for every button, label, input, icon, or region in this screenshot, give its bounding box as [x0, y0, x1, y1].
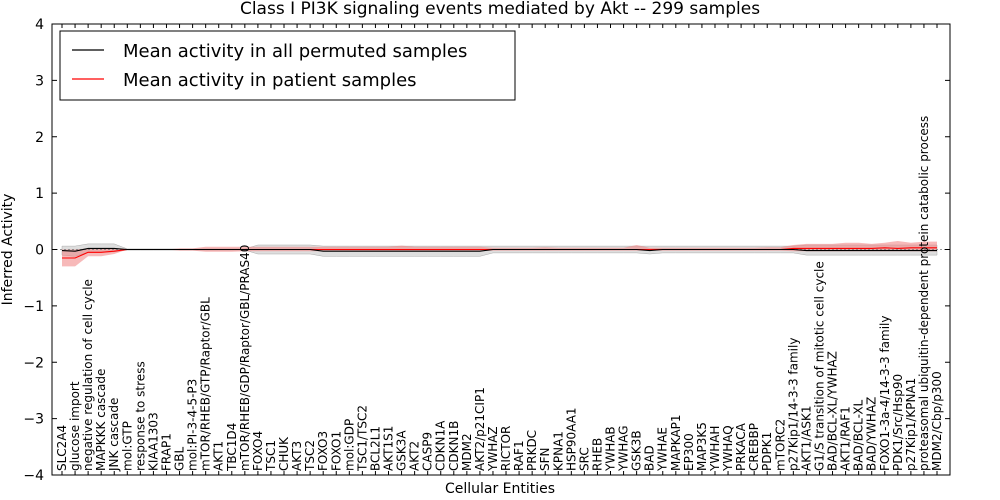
x-axis-label: Cellular Entities: [445, 481, 555, 497]
x-tick-label: RHEB: [590, 438, 604, 471]
x-tick-label: PRKDC: [525, 430, 539, 471]
x-tick-label: CDKN1A: [434, 420, 448, 471]
x-tick-label: FOXO4: [251, 431, 265, 471]
x-tick-label: p27Kip1/KPNA1: [904, 378, 918, 471]
y-tick-label: 3: [35, 73, 44, 89]
x-tick-label: GSK3A: [395, 430, 409, 471]
x-tick-label: YWHAG: [617, 425, 631, 472]
x-tick-label: JNK cascade: [107, 398, 121, 472]
x-tick-label: glucose import: [68, 381, 82, 471]
x-tick-label: AKT2: [408, 441, 422, 471]
patient-samples-band: [62, 241, 937, 267]
y-axis-label: Inferred Activity: [0, 194, 16, 306]
x-tick-label: TSC1/TSC2: [355, 405, 369, 472]
x-tick-label: CHUK: [277, 436, 291, 471]
x-tick-label: GBL: [173, 446, 187, 471]
x-tick-label: CDKN1B: [447, 421, 461, 471]
legend-label-patient: Mean activity in patient samples: [123, 70, 417, 91]
x-tick-label: mol:PI-3-4-5-P3: [186, 379, 200, 471]
x-tick-label: response to stress: [133, 361, 147, 471]
x-tick-label: BAD/BCL-XL/YWHAZ: [826, 351, 840, 471]
x-tick-label: CASP9: [421, 432, 435, 471]
x-tick-label: HSP90AA1: [564, 407, 578, 471]
x-tick-label: AKT1S1: [382, 426, 396, 471]
y-tick-label: −4: [23, 468, 44, 484]
x-tick-label: BCL2L1: [368, 426, 382, 471]
chart-title: Class I PI3K signaling events mediated b…: [240, 0, 760, 19]
x-tick-label: PDK1/Src/Hsp90: [891, 374, 905, 471]
legend-box: [59, 30, 516, 101]
x-tick-label: AKT3: [290, 441, 304, 471]
x-tick-label: mTORC2: [773, 419, 787, 471]
x-tick-label: AKT2/p21CIP1: [473, 387, 487, 471]
x-tick-label: YWHAE: [656, 427, 670, 472]
x-tick-label: MAP3K5: [695, 422, 709, 471]
y-tick-label: 2: [35, 130, 44, 146]
x-tick-label: FRAP1: [160, 433, 174, 471]
x-tick-label: PDPK1: [760, 432, 774, 471]
patient-band-group: [62, 241, 937, 267]
x-tick-label: BAD/BCL-XL: [852, 399, 866, 471]
y-tick-label: 4: [35, 17, 44, 33]
x-tick-label: CREBBP: [747, 423, 761, 471]
x-tick-label: KIAA1303: [146, 412, 160, 471]
line-permuted-samples: [61, 247, 937, 252]
x-tick-label: p27Kip1/14-3-3 family: [786, 338, 800, 471]
x-tick-label: BAD: [643, 445, 657, 471]
x-tick-label: BAD/YWHAZ: [865, 397, 879, 471]
x-tick-label: TSC2: [303, 440, 317, 472]
x-tick-label: FOXO1-3a-4/14-3-3 family: [878, 316, 892, 472]
x-tick-label: RAF1: [512, 440, 526, 471]
x-tick-label: PRKACA: [734, 422, 748, 471]
y-tick-label: −2: [23, 355, 44, 371]
x-tick-label: MAPKAP1: [669, 414, 683, 471]
x-tick-label: negative regulation of cell cycle: [81, 279, 95, 471]
x-tick-label: TBC1D4: [225, 423, 239, 472]
x-tick-label: AKT1/ASK1: [799, 406, 813, 471]
x-tick-label: KPNA1: [551, 431, 565, 471]
x-tick-label: YWHAQ: [721, 425, 735, 472]
x-tick-label: proteasomal ubiquitin-dependent protein …: [917, 116, 931, 471]
x-tick-label: TSC1: [264, 440, 278, 472]
x-tick-label: AKT1/RAF1: [839, 406, 853, 471]
legend: Mean activity in all permuted samples Me…: [59, 30, 516, 101]
x-tick-label: FOXO3: [316, 431, 330, 471]
x-tick-label: mol:GTP: [120, 421, 134, 471]
x-tick-label: SLC2A4: [55, 425, 69, 471]
x-tick-label: MDM2: [460, 433, 474, 471]
y-tick-label: 0: [35, 243, 44, 259]
y-tick-label: 1: [35, 186, 44, 202]
x-tick-label: EP300: [682, 433, 696, 471]
x-tick-label: MDM2/Cbp/p300: [930, 371, 944, 471]
x-tick-label: mTOR/RHEB/GTP/Raptor/GBL: [199, 297, 213, 471]
series-lines: [52, 247, 950, 259]
x-tick-label: YWHAH: [708, 426, 722, 472]
x-tick-label: G1/S transition of mitotic cell cycle: [813, 261, 827, 471]
y-tick-label: −3: [23, 412, 44, 428]
x-tick-label: FOXO1: [329, 431, 343, 471]
x-tick-label: MAPKKK cascade: [94, 369, 108, 471]
x-tick-label: SRC: [577, 447, 591, 471]
y-axis: 4 3 2 1 0 −1 −2 −3 −4: [23, 17, 950, 484]
x-tick-label: AKT1: [212, 441, 226, 471]
x-tick-label: YWHAZ: [486, 426, 500, 472]
x-tick-label: mTOR/RHEB/GDP/Raptor/GBL/PRAS40: [238, 245, 252, 471]
x-tick-label: mol:GDP: [342, 419, 356, 471]
x-tick-label: SFN: [538, 448, 552, 472]
x-axis: SLC2A4 glucose import negative regulation …: [55, 24, 944, 475]
x-tick-label: RICTOR: [499, 426, 513, 471]
x-tick-label: GSK3B: [630, 430, 644, 471]
legend-label-permuted: Mean activity in all permuted samples: [123, 41, 467, 62]
x-tick-label: YWHAB: [604, 426, 618, 472]
y-tick-label: −1: [23, 299, 44, 315]
